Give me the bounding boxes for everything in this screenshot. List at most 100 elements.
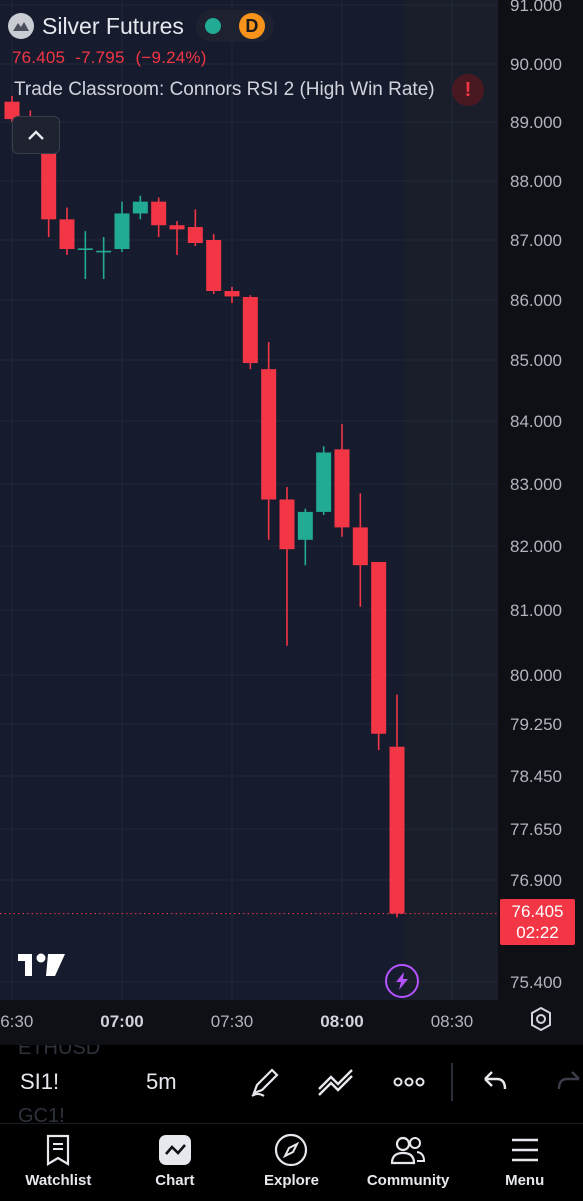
pencil-icon[interactable] bbox=[248, 1065, 282, 1104]
candle-body bbox=[316, 452, 332, 512]
candle-down bbox=[59, 207, 75, 255]
nav-label-explore: Explore bbox=[263, 1172, 319, 1189]
price-axis-label: 89.000 bbox=[510, 113, 562, 132]
quote-line: 76.405 -7.795 (−9.24%) bbox=[12, 48, 207, 68]
candle-down bbox=[169, 221, 185, 255]
candle-up bbox=[297, 508, 313, 566]
price-axis-label: 77.650 bbox=[510, 820, 562, 839]
silver-logo-icon bbox=[8, 13, 34, 39]
price-axis-label: 90.000 bbox=[510, 55, 562, 74]
price-axis-label: 76.900 bbox=[510, 871, 562, 890]
menu-icon bbox=[510, 1132, 540, 1168]
nav-label-watchlist: Watchlist bbox=[25, 1172, 92, 1189]
candle-body bbox=[151, 201, 167, 226]
watchlist-ghost-below: GC1! bbox=[18, 1105, 65, 1123]
nav-explore[interactable]: Explore bbox=[233, 1124, 350, 1201]
tradingview-logo-icon[interactable] bbox=[18, 952, 66, 983]
time-axis-label: 06:30 bbox=[0, 1012, 33, 1031]
nav-label-chart: Chart bbox=[155, 1172, 195, 1189]
candle-body bbox=[4, 101, 20, 120]
community-icon bbox=[390, 1132, 426, 1168]
delayed-data-badge: D bbox=[238, 13, 265, 39]
candle-body bbox=[187, 227, 203, 243]
market-status-pill[interactable]: D bbox=[195, 10, 274, 42]
symbol-switcher[interactable]: SI1! bbox=[20, 1069, 60, 1094]
candle-down bbox=[352, 493, 368, 607]
price-change-percent: (−9.24%) bbox=[135, 48, 207, 67]
price-axis-label: 78.450 bbox=[510, 767, 562, 786]
time-axis-label: 08:30 bbox=[431, 1012, 474, 1031]
candle-body bbox=[334, 449, 350, 528]
bottom-nav: Watchlist Chart Explore Community Menu bbox=[0, 1123, 583, 1201]
candle-body bbox=[224, 291, 240, 297]
price-axis-label: 80.000 bbox=[510, 666, 562, 685]
redo-icon[interactable] bbox=[555, 1065, 583, 1104]
watchlist-ghost-above: ETHUSD bbox=[18, 1045, 101, 1059]
time-axis-label: 07:00 bbox=[100, 1012, 143, 1031]
candle-body bbox=[96, 250, 112, 253]
candle-body bbox=[352, 527, 368, 566]
candlestick-chart[interactable]: 91.000 90.000 89.000 88.000 87.000 86.000 85.0… bbox=[0, 0, 583, 1045]
chart-settings-icon[interactable] bbox=[528, 1006, 554, 1037]
candle-down bbox=[334, 424, 350, 537]
candle-body bbox=[297, 511, 313, 540]
candle-down bbox=[224, 286, 240, 303]
nav-watchlist[interactable]: Watchlist bbox=[0, 1124, 117, 1201]
symbol-title[interactable]: Silver Futures bbox=[42, 12, 184, 39]
candle-down bbox=[261, 342, 277, 540]
interval-switcher[interactable]: 5m bbox=[146, 1069, 177, 1094]
price-axis-label: 91.000 bbox=[510, 0, 562, 15]
nav-community[interactable]: Community bbox=[350, 1124, 467, 1201]
compass-icon bbox=[274, 1132, 308, 1168]
candle-body bbox=[169, 225, 185, 230]
time-axis-label: 08:00 bbox=[320, 1012, 363, 1031]
undo-icon[interactable] bbox=[481, 1065, 509, 1104]
watchlist-icon bbox=[45, 1132, 71, 1168]
candle-body bbox=[77, 248, 93, 250]
price-axis-label: 86.000 bbox=[510, 291, 562, 310]
trendline-icon[interactable] bbox=[316, 1065, 356, 1104]
candle-body bbox=[261, 369, 277, 500]
price-axis-label: 87.000 bbox=[510, 231, 562, 250]
candle-down bbox=[279, 487, 295, 646]
candle-body bbox=[389, 746, 405, 914]
indicator-legend[interactable]: Trade Classroom: Connors RSI 2 (High Win… bbox=[14, 79, 435, 100]
candle-down bbox=[206, 234, 222, 294]
price-axis-label: 88.000 bbox=[510, 172, 562, 191]
candle-down bbox=[4, 95, 20, 122]
chart-toolbar: ETHUSD GC1! SI1! 5m bbox=[0, 1045, 583, 1123]
price-axis-label: 75.400 bbox=[510, 973, 562, 992]
candle-down bbox=[242, 295, 258, 370]
price-axis-label: 81.000 bbox=[510, 601, 562, 620]
warning-icon[interactable]: ! bbox=[452, 74, 484, 106]
price-change: -7.795 bbox=[75, 48, 125, 67]
candle-down bbox=[187, 209, 203, 246]
chart-area[interactable]: 91.000 90.000 89.000 88.000 87.000 86.000 85.0… bbox=[0, 0, 583, 1045]
nav-menu[interactable]: Menu bbox=[466, 1124, 583, 1201]
replay-lightning-icon[interactable] bbox=[385, 964, 419, 998]
candle-body bbox=[114, 213, 130, 249]
chevron-up-icon bbox=[28, 130, 44, 140]
bar-countdown: 02:22 bbox=[516, 923, 559, 942]
candle-up bbox=[132, 195, 148, 220]
toolbar-divider bbox=[451, 1063, 453, 1101]
time-axis-label: 07:30 bbox=[211, 1012, 254, 1031]
nav-label-community: Community bbox=[366, 1172, 450, 1189]
candle-body bbox=[206, 240, 222, 291]
post-session-shade bbox=[404, 0, 498, 1000]
candle-body bbox=[371, 562, 387, 734]
collapse-legend-button[interactable] bbox=[12, 116, 60, 154]
nav-chart[interactable]: Chart bbox=[117, 1124, 234, 1201]
chart-icon bbox=[158, 1132, 192, 1168]
candle-body bbox=[279, 499, 295, 550]
candle-down bbox=[371, 562, 387, 750]
more-icon[interactable] bbox=[392, 1065, 426, 1104]
price-axis-label: 79.250 bbox=[510, 715, 562, 734]
nav-label-menu: Menu bbox=[505, 1172, 545, 1189]
candle-up bbox=[114, 201, 130, 252]
candle-up bbox=[316, 446, 332, 515]
price-axis-label: 82.000 bbox=[510, 537, 562, 556]
candle-body bbox=[41, 139, 57, 220]
symbol-header[interactable]: Silver Futures D bbox=[8, 8, 274, 44]
price-axis-label: 83.000 bbox=[510, 475, 562, 494]
